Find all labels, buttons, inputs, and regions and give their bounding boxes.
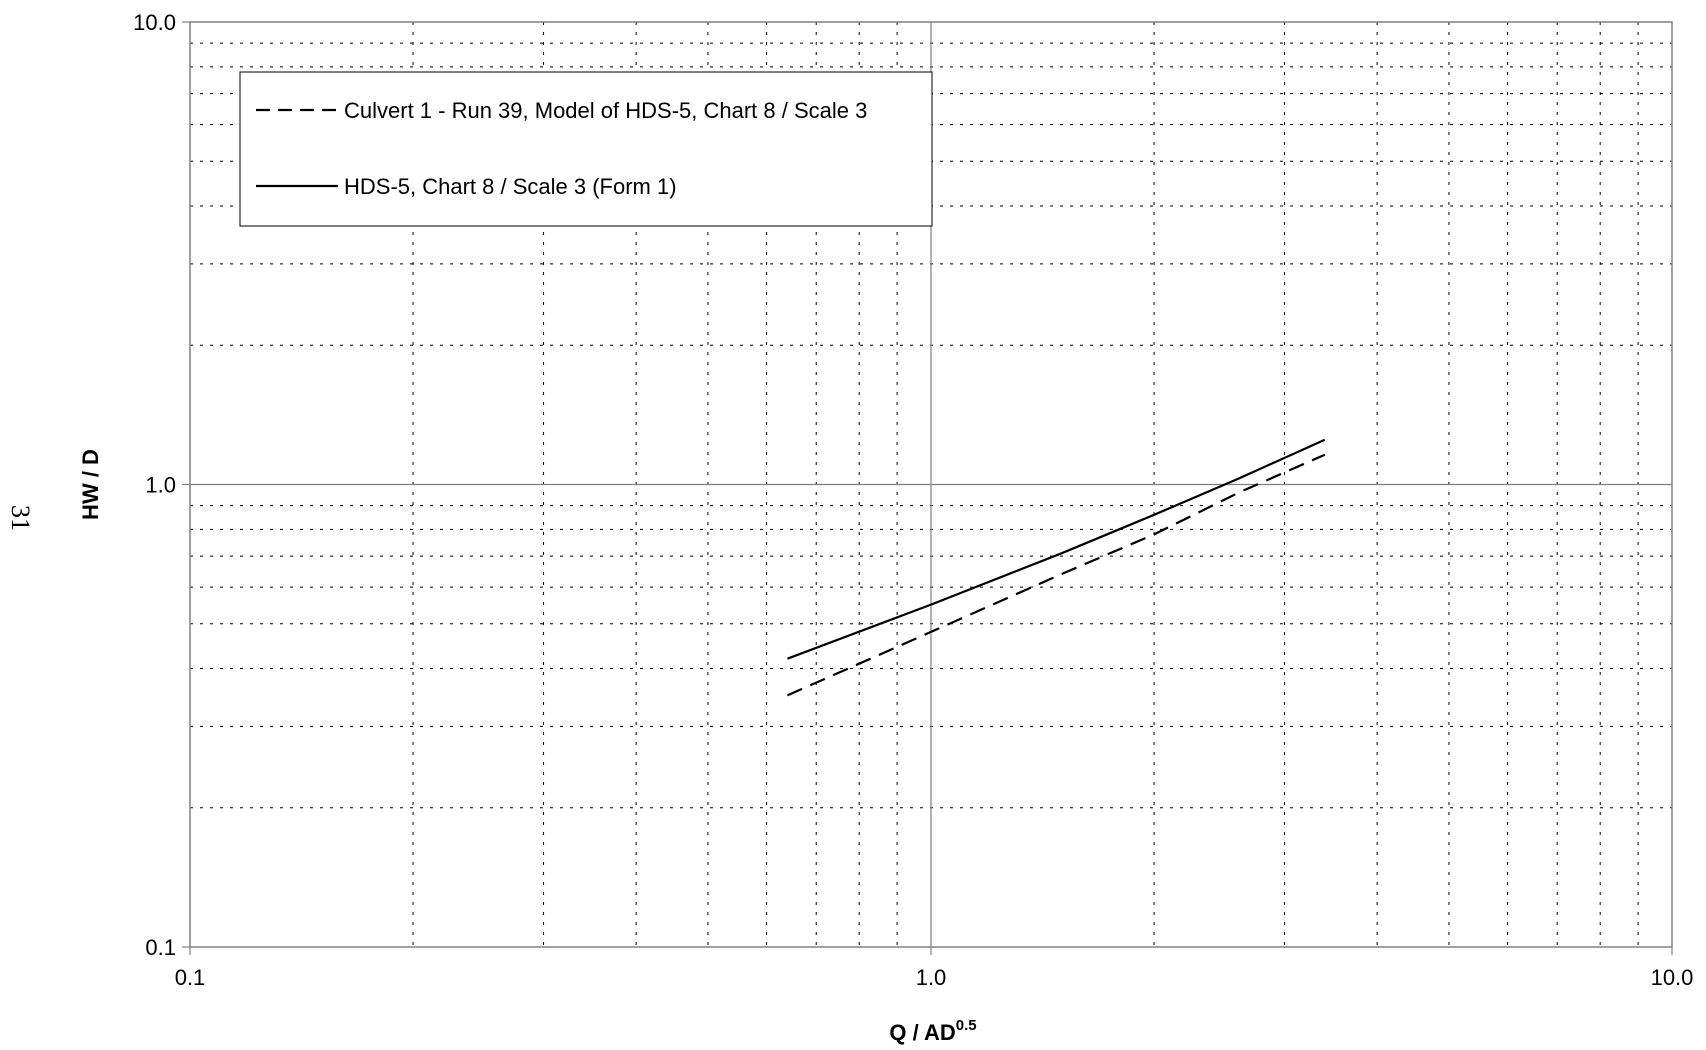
x-tick-label: 0.1 xyxy=(175,965,206,990)
legend-box xyxy=(239,71,933,227)
x-axis-title-main: Q / AD xyxy=(889,1020,955,1045)
legend: Culvert 1 - Run 39, Model of HDS-5, Char… xyxy=(239,71,933,227)
x-axis-title-superscript: 0.5 xyxy=(956,1017,977,1034)
series-layer xyxy=(786,438,1326,697)
legend-entry-culvert-run39: Culvert 1 - Run 39, Model of HDS-5, Char… xyxy=(344,98,867,123)
series-line-culvert-run39 xyxy=(786,453,1326,697)
tick-labels: 0.1 1.0 10.0 0.1 1.0 10.0 xyxy=(133,10,1693,990)
y-tick-label: 1.0 xyxy=(145,473,176,498)
y-tick-label: 0.1 xyxy=(145,935,176,960)
x-tick-label: 10.0 xyxy=(1651,965,1694,990)
x-tick-label: 1.0 xyxy=(916,965,947,990)
y-tick-label: 10.0 xyxy=(133,10,176,35)
page-number: 31 xyxy=(6,505,35,531)
series-line-hds5-form1 xyxy=(787,438,1326,660)
x-axis-title: Q / AD0.5 xyxy=(889,1017,976,1045)
legend-entry-hds5-form1: HDS-5, Chart 8 / Scale 3 (Form 1) xyxy=(344,174,677,199)
y-axis-title: HW / D xyxy=(78,449,103,520)
